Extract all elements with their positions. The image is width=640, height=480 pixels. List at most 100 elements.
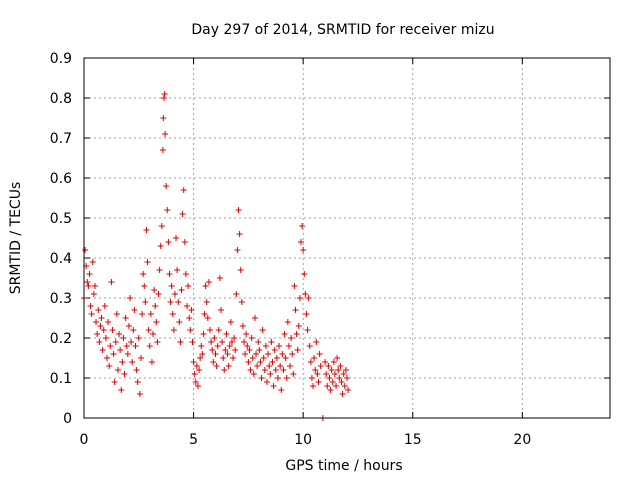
data-point — [284, 319, 291, 325]
data-point — [236, 231, 243, 237]
data-point — [153, 319, 160, 325]
data-point — [294, 347, 301, 353]
data-point — [157, 243, 164, 249]
data-point — [302, 291, 309, 297]
data-point — [113, 311, 120, 317]
data-point — [246, 347, 253, 353]
data-point — [98, 315, 105, 321]
data-point — [216, 275, 223, 281]
data-point — [224, 351, 231, 357]
data-point — [295, 323, 302, 329]
data-point — [315, 379, 322, 385]
data-point — [322, 359, 329, 365]
data-point — [93, 319, 100, 325]
data-point — [330, 359, 337, 365]
data-point — [137, 355, 144, 361]
y-tick-label: 0.5 — [50, 211, 72, 227]
data-point — [119, 359, 126, 365]
tick-labels: 0 5 10 15 20 0 0.1 0.2 0.3 0.4 0.5 0.6 0.7 0.8 0.9 — [50, 51, 532, 448]
data-point — [245, 359, 252, 365]
data-point — [292, 307, 299, 313]
data-point — [257, 359, 264, 365]
data-point — [193, 363, 200, 369]
data-point — [169, 311, 176, 317]
data-point — [171, 291, 178, 297]
y-tick-label: 0.9 — [50, 51, 72, 67]
data-point — [217, 307, 224, 313]
data-point — [158, 223, 165, 229]
data-point — [273, 355, 280, 361]
data-point — [288, 335, 295, 341]
data-point — [125, 323, 132, 329]
x-tick-label: 10 — [294, 432, 312, 448]
data-point — [213, 363, 220, 369]
data-point — [106, 363, 113, 369]
data-point — [186, 315, 193, 321]
y-tick-label: 0.3 — [50, 291, 72, 307]
data-point — [143, 227, 150, 233]
data-point — [201, 311, 208, 317]
data-point — [156, 267, 163, 273]
data-point — [237, 267, 244, 273]
data-point — [338, 379, 345, 385]
data-point — [107, 343, 114, 349]
y-tick-label: 0.8 — [50, 91, 72, 107]
data-point — [307, 359, 314, 365]
data-point — [303, 311, 310, 317]
data-point — [285, 343, 292, 349]
data-point — [261, 367, 268, 373]
data-point — [200, 331, 207, 337]
data-point — [198, 343, 205, 349]
data-point — [336, 375, 343, 381]
data-point — [324, 383, 331, 389]
data-point — [235, 207, 242, 213]
data-point — [249, 355, 256, 361]
data-point — [256, 347, 263, 353]
data-point — [105, 319, 112, 325]
data-point — [188, 307, 195, 313]
data-point — [335, 367, 342, 373]
data-point — [287, 363, 294, 369]
data-point — [254, 363, 261, 369]
data-point — [283, 375, 290, 381]
data-point — [333, 383, 340, 389]
data-point — [152, 303, 159, 309]
data-point — [136, 391, 143, 397]
x-tick-label: 15 — [404, 432, 422, 448]
data-point — [270, 383, 277, 389]
data-point — [212, 351, 219, 357]
data-point — [312, 367, 319, 373]
data-point — [95, 307, 102, 313]
data-point — [316, 351, 323, 357]
data-point — [150, 331, 157, 337]
data-point — [146, 343, 153, 349]
data-point — [124, 351, 131, 357]
data-point — [269, 359, 276, 365]
data-point — [97, 323, 104, 329]
data-point — [96, 339, 103, 345]
y-tick-label: 0.2 — [50, 331, 72, 347]
data-point — [114, 367, 121, 373]
data-point — [109, 327, 116, 333]
data-point — [160, 115, 167, 121]
data-point — [215, 327, 222, 333]
data-point — [155, 291, 162, 297]
data-point — [289, 351, 296, 357]
data-point — [305, 295, 312, 301]
data-point — [208, 339, 215, 345]
data-point — [242, 351, 249, 357]
data-point — [313, 339, 320, 345]
data-point — [145, 327, 152, 333]
data-point — [304, 327, 311, 333]
data-point — [117, 347, 124, 353]
data-point — [341, 383, 348, 389]
data-point — [314, 371, 321, 377]
x-tick-label: 5 — [189, 432, 198, 448]
data-point — [205, 279, 212, 285]
data-point — [175, 299, 182, 305]
data-point — [250, 371, 257, 377]
data-point — [211, 335, 218, 341]
data-point — [104, 355, 111, 361]
data-point — [220, 355, 227, 361]
data-point — [140, 271, 147, 277]
